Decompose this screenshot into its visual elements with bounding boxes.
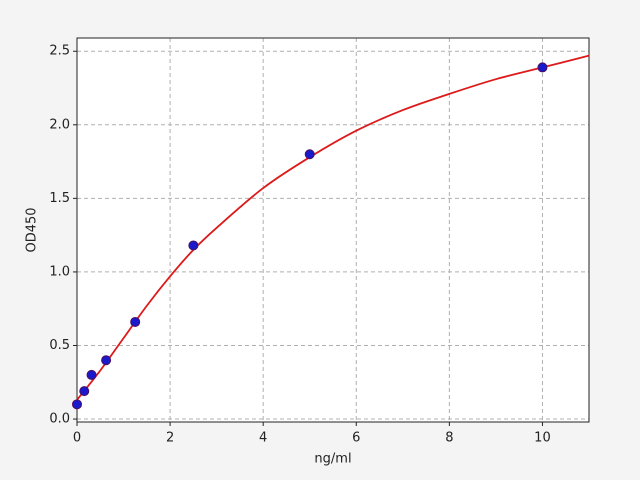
- y-tick-label: 1.5: [49, 191, 70, 206]
- data-point: [304, 149, 315, 160]
- x-tick-label: 4: [259, 431, 267, 446]
- data-point: [101, 355, 112, 366]
- y-tick-label: 1.0: [49, 264, 70, 279]
- x-tick-label: 0: [73, 431, 81, 446]
- y-tick-label: 2.5: [49, 44, 70, 59]
- plot-area: [77, 38, 589, 422]
- y-axis-label: OD450: [25, 207, 40, 252]
- x-tick-label: 8: [445, 431, 453, 446]
- data-point: [188, 240, 199, 251]
- plot-frame: [76, 37, 590, 423]
- y-tick-label: 0.5: [49, 338, 70, 353]
- fit-curve: [76, 54, 590, 401]
- data-point: [537, 62, 548, 73]
- data-point: [79, 386, 90, 397]
- x-tick-label: 2: [166, 431, 174, 446]
- y-tick-label: 2.0: [49, 117, 70, 132]
- data-point: [86, 369, 97, 380]
- x-tick-label: 10: [534, 431, 551, 446]
- y-tick-label: 0.0: [49, 412, 70, 427]
- data-point: [72, 399, 82, 410]
- x-tick-label: 6: [352, 431, 360, 446]
- data-point: [130, 316, 141, 327]
- x-axis-label: ng/ml: [314, 452, 351, 467]
